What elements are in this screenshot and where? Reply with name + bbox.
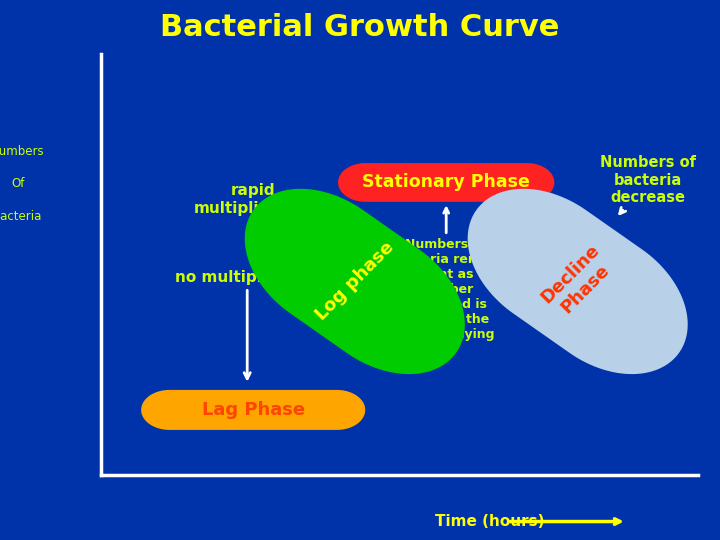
Text: rapid
multiplication: rapid multiplication — [194, 183, 314, 234]
Polygon shape — [245, 189, 465, 374]
Polygon shape — [338, 163, 554, 202]
Text: Decline
Phase: Decline Phase — [537, 241, 618, 322]
Text: Numbers of
bacteria
decrease: Numbers of bacteria decrease — [600, 156, 696, 214]
Text: Numbers: Numbers — [0, 145, 45, 158]
Text: Stationary Phase: Stationary Phase — [362, 173, 530, 192]
Text: Lag Phase: Lag Phase — [202, 401, 305, 419]
Text: Bacterial Growth Curve: Bacterial Growth Curve — [161, 12, 559, 42]
Text: Bacteria: Bacteria — [0, 210, 42, 222]
Text: Log phase: Log phase — [312, 239, 397, 325]
Text: no multiplication: no multiplication — [175, 270, 320, 379]
Polygon shape — [141, 390, 365, 430]
Text: Numbers of
bacteria remain
constant as the
number
produced is
equal to the
numbe: Numbers of bacteria remain constant as t… — [390, 208, 502, 341]
Text: Time (hours): Time (hours) — [436, 514, 545, 529]
Polygon shape — [468, 189, 688, 374]
Text: Of: Of — [12, 177, 24, 190]
